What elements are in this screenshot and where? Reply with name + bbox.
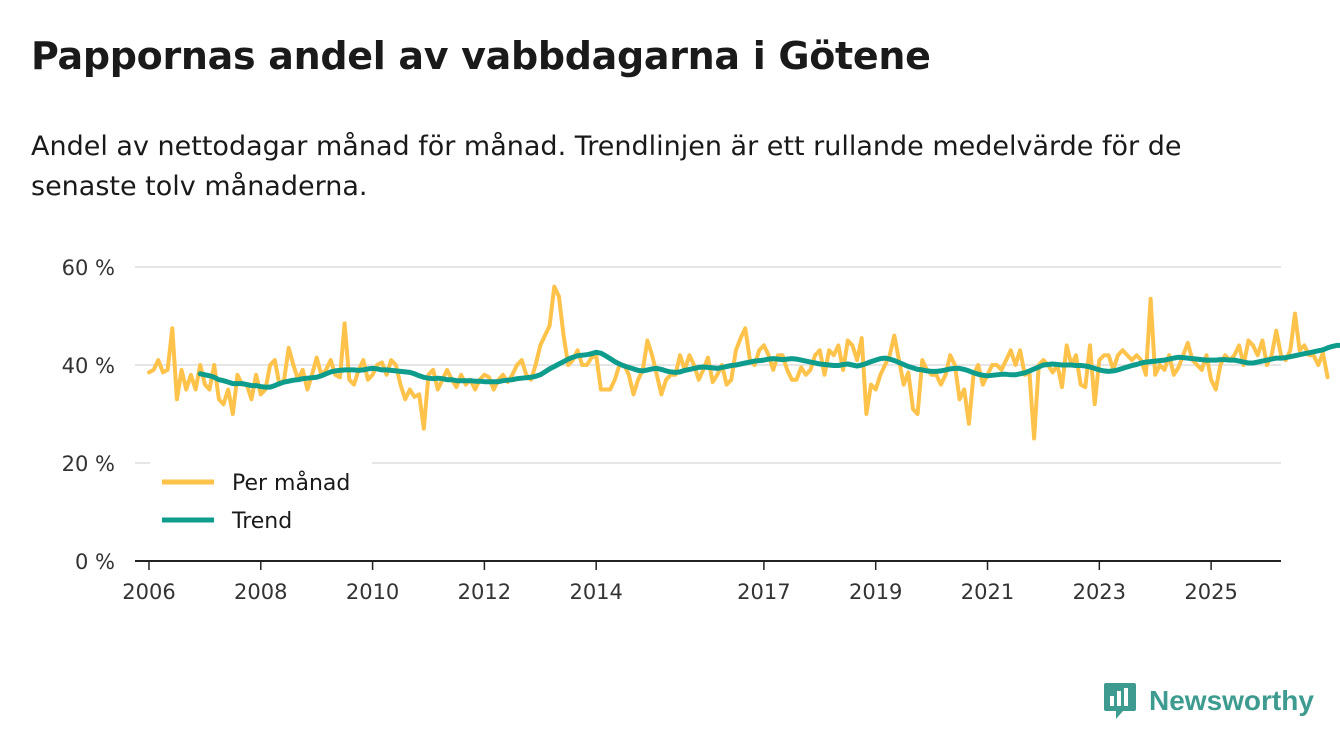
newsworthy-logo: Newsworthy bbox=[1103, 682, 1314, 720]
chart-title: Pappornas andel av vabbdagarna i Götene bbox=[31, 34, 931, 78]
series-lines bbox=[147, 284, 1340, 441]
y-tick-label: 20 % bbox=[62, 452, 115, 476]
y-tick-label: 60 % bbox=[62, 256, 115, 280]
x-axis: 2006 2008 2010 2012 2014 2017 2019 2021 2023 2025 bbox=[122, 560, 1281, 604]
newsworthy-logo-text: Newsworthy bbox=[1149, 685, 1314, 716]
x-tick-label: 2008 bbox=[234, 580, 287, 604]
legend-background bbox=[150, 460, 372, 544]
y-tick-label: 0 % bbox=[75, 550, 115, 574]
x-tick-label: 2025 bbox=[1184, 580, 1237, 604]
legend-label: Per månad bbox=[232, 470, 350, 496]
x-tick-label: 2010 bbox=[346, 580, 399, 604]
x-tick-label: 2023 bbox=[1073, 580, 1126, 604]
x-tick-label: 2012 bbox=[458, 580, 511, 604]
y-axis-ticks: 0 % 20 % 40 % 60 % bbox=[62, 256, 115, 574]
y-tick-label: 40 % bbox=[62, 354, 115, 378]
x-tick-label: 2014 bbox=[569, 580, 622, 604]
legend: Per månad Trend bbox=[150, 460, 372, 544]
chart-subtitle: Andel av nettodagar månad för månad. Tre… bbox=[31, 131, 1182, 202]
series-line-per-manad bbox=[147, 284, 1330, 441]
series-line-trend bbox=[197, 342, 1340, 390]
x-tick-label: 2017 bbox=[737, 580, 790, 604]
legend-label: Trend bbox=[231, 509, 292, 534]
newsworthy-logo-icon bbox=[1104, 683, 1136, 719]
x-tick-label: 2006 bbox=[122, 580, 175, 604]
x-tick-label: 2019 bbox=[849, 580, 902, 604]
x-tick-label: 2021 bbox=[961, 580, 1014, 604]
